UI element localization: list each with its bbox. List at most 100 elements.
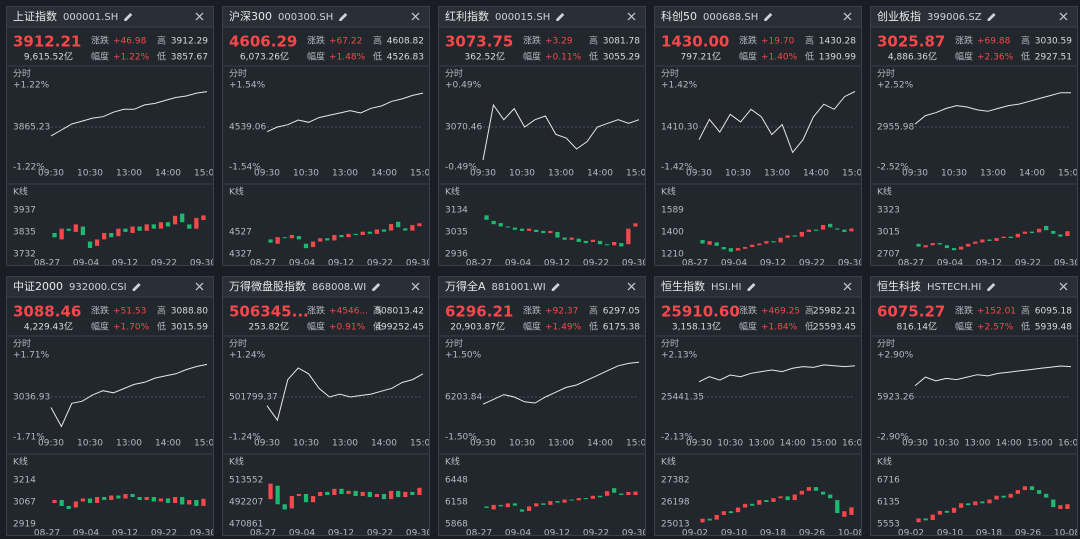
- y-tick-label: 4527: [229, 228, 252, 238]
- intraday-line: [482, 103, 640, 161]
- close-icon[interactable]: [627, 282, 636, 291]
- x-tick-label: 14:00: [155, 169, 181, 179]
- high-label: 高: [589, 35, 598, 47]
- candle: [778, 496, 783, 499]
- index-card[interactable]: 创业板指 399006.SZ 3025.87 涨跌 +69.88 高 3030.59 4,88…: [870, 6, 1078, 266]
- edit-icon[interactable]: [124, 13, 133, 21]
- candle: [367, 231, 372, 234]
- low-label: 低: [373, 51, 382, 63]
- edit-icon[interactable]: [764, 13, 773, 21]
- y-tick-label: -1.24%: [229, 433, 261, 443]
- candle: [792, 494, 797, 501]
- card-canvas: 创业板指 399006.SZ 3025.87 涨跌 +69.88 高 3030.59 4,88…: [871, 7, 1077, 265]
- candle: [526, 506, 532, 511]
- x-tick-label: 08-27: [34, 259, 60, 266]
- low: 2927.51: [1035, 53, 1072, 63]
- candle: [1022, 486, 1028, 491]
- x-tick-label: 13:00: [116, 169, 142, 179]
- intraday-line: [482, 361, 640, 405]
- candle: [785, 496, 790, 501]
- candle: [201, 498, 206, 506]
- candle: [548, 501, 553, 505]
- index-card[interactable]: 上证指数 000001.SH 3912.21 涨跌 +46.98 高 3912.29 9,61…: [6, 6, 214, 266]
- index-card[interactable]: 万得微盘股指数 868008.WI 506345... 涨跌 +4546... 高 5080…: [222, 276, 430, 536]
- candle: [180, 213, 185, 223]
- x-tick-label: 09-04: [73, 529, 99, 536]
- candle: [583, 498, 588, 500]
- close-icon[interactable]: [411, 12, 420, 21]
- close-icon[interactable]: [195, 12, 204, 21]
- section-label: 分时: [13, 338, 31, 350]
- edit-icon[interactable]: [339, 13, 348, 21]
- candle: [612, 242, 617, 246]
- candle: [374, 229, 380, 234]
- high-label: 高: [1021, 305, 1030, 317]
- index-name: 创业板指: [877, 9, 921, 23]
- candle: [289, 496, 294, 509]
- candle: [930, 514, 935, 520]
- y-tick-label: 2919: [13, 520, 36, 530]
- index-card[interactable]: 科创50 000688.SH 1430.00 涨跌 +19.70 高 1430.28 797.…: [654, 6, 862, 266]
- change-label: 涨跌: [307, 36, 325, 47]
- x-tick-label: 14:00: [155, 439, 181, 449]
- close-icon[interactable]: [1059, 282, 1068, 291]
- change-label: 涨跌: [91, 36, 109, 47]
- close-icon[interactable]: [627, 12, 636, 21]
- edit-icon[interactable]: [556, 13, 565, 21]
- close-icon[interactable]: [843, 282, 852, 291]
- candle: [735, 248, 741, 251]
- candle: [403, 228, 408, 231]
- turnover: 20,903.87亿: [450, 321, 505, 333]
- candle: [849, 507, 854, 515]
- candle: [612, 488, 617, 493]
- card-header: [655, 7, 861, 27]
- section-label: 分时: [229, 68, 247, 80]
- low: 25593.45: [813, 323, 856, 333]
- candle: [849, 228, 854, 232]
- edit-icon[interactable]: [551, 283, 560, 291]
- close-icon[interactable]: [195, 282, 204, 291]
- x-tick-label: 09:30: [254, 169, 280, 179]
- edit-icon[interactable]: [747, 283, 756, 291]
- y-tick-label: 470861: [229, 520, 263, 530]
- index-code: 000300.SH: [278, 12, 333, 23]
- close-icon[interactable]: [1059, 12, 1068, 21]
- pct: +2.57%: [977, 323, 1014, 333]
- price: 6296.21: [445, 303, 513, 321]
- index-card[interactable]: 沪深300 000300.SH 4606.29 涨跌 +67.22 高 4608.82 6,0…: [222, 6, 430, 266]
- candle: [742, 247, 748, 249]
- intraday-line: [698, 91, 856, 154]
- index-card[interactable]: 恒生科技 HSTECH.HI 6075.27 涨跌 +152.01 高 6095.18 816…: [870, 276, 1078, 536]
- x-tick-label: 09-18: [760, 529, 786, 536]
- change-label: 涨跌: [307, 306, 325, 317]
- index-card[interactable]: 恒生指数 HSI.HI 25910.60 涨跌 +469.25 高 25982.21 3,15…: [654, 276, 862, 536]
- change-label: 涨跌: [91, 306, 109, 317]
- close-icon[interactable]: [411, 282, 420, 291]
- edit-icon[interactable]: [987, 13, 996, 21]
- card-header: [439, 277, 645, 297]
- x-tick-label: 10:30: [717, 439, 743, 449]
- y-tick-label: 3937: [13, 206, 36, 216]
- candle: [102, 497, 107, 500]
- edit-icon[interactable]: [132, 283, 141, 291]
- candle: [144, 224, 149, 231]
- candle: [484, 506, 489, 508]
- close-icon[interactable]: [843, 12, 852, 21]
- candle: [799, 490, 804, 495]
- card-header: [223, 7, 429, 27]
- high-label: 高: [1021, 35, 1030, 47]
- edit-icon[interactable]: [372, 283, 381, 291]
- index-card[interactable]: 中证2000 932000.CSI 3088.46 涨跌 +51.53 高 3088.80 4…: [6, 276, 214, 536]
- candle: [714, 514, 719, 520]
- candle: [806, 487, 812, 491]
- edit-icon[interactable]: [987, 283, 996, 291]
- x-tick-label: 09-12: [976, 259, 1002, 266]
- candle: [973, 501, 978, 506]
- candle: [130, 494, 135, 498]
- candle: [973, 241, 978, 244]
- low: 3857.67: [171, 53, 208, 63]
- candle: [491, 504, 496, 510]
- index-card[interactable]: 红利指数 000015.SH 3073.75 涨跌 +3.29 高 3081.78 362.5…: [438, 6, 646, 266]
- index-card[interactable]: 万得全A 881001.WI 6296.21 涨跌 +92.37 高 6297.05 20,9…: [438, 276, 646, 536]
- candle: [626, 228, 631, 245]
